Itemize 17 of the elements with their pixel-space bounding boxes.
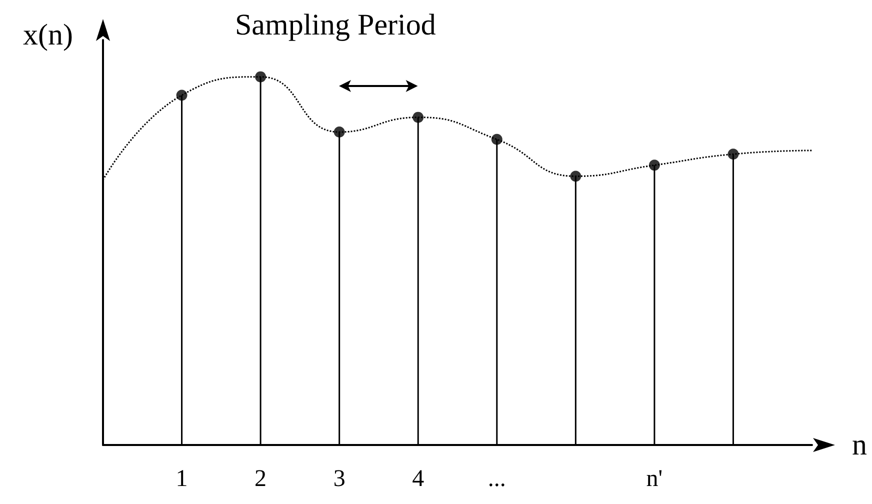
point (412, 112, 424, 123)
point (728, 148, 739, 160)
point (176, 90, 188, 101)
point (334, 126, 345, 138)
text: Sampling Period (235, 8, 436, 42)
x-tick-label: 4 (412, 466, 424, 492)
x-tick-label: 2 (254, 466, 267, 492)
point (570, 170, 582, 182)
x-tick-label: ... (488, 466, 506, 492)
point (491, 134, 502, 145)
point (648, 160, 660, 171)
point (255, 71, 266, 82)
x-tick-label: n' (646, 466, 663, 492)
x-tick-label: 1 (176, 466, 188, 492)
x-axis-title: n (852, 428, 867, 462)
x-tick-label: 3 (333, 466, 346, 492)
y-axis-title: x(n) (23, 18, 73, 52)
